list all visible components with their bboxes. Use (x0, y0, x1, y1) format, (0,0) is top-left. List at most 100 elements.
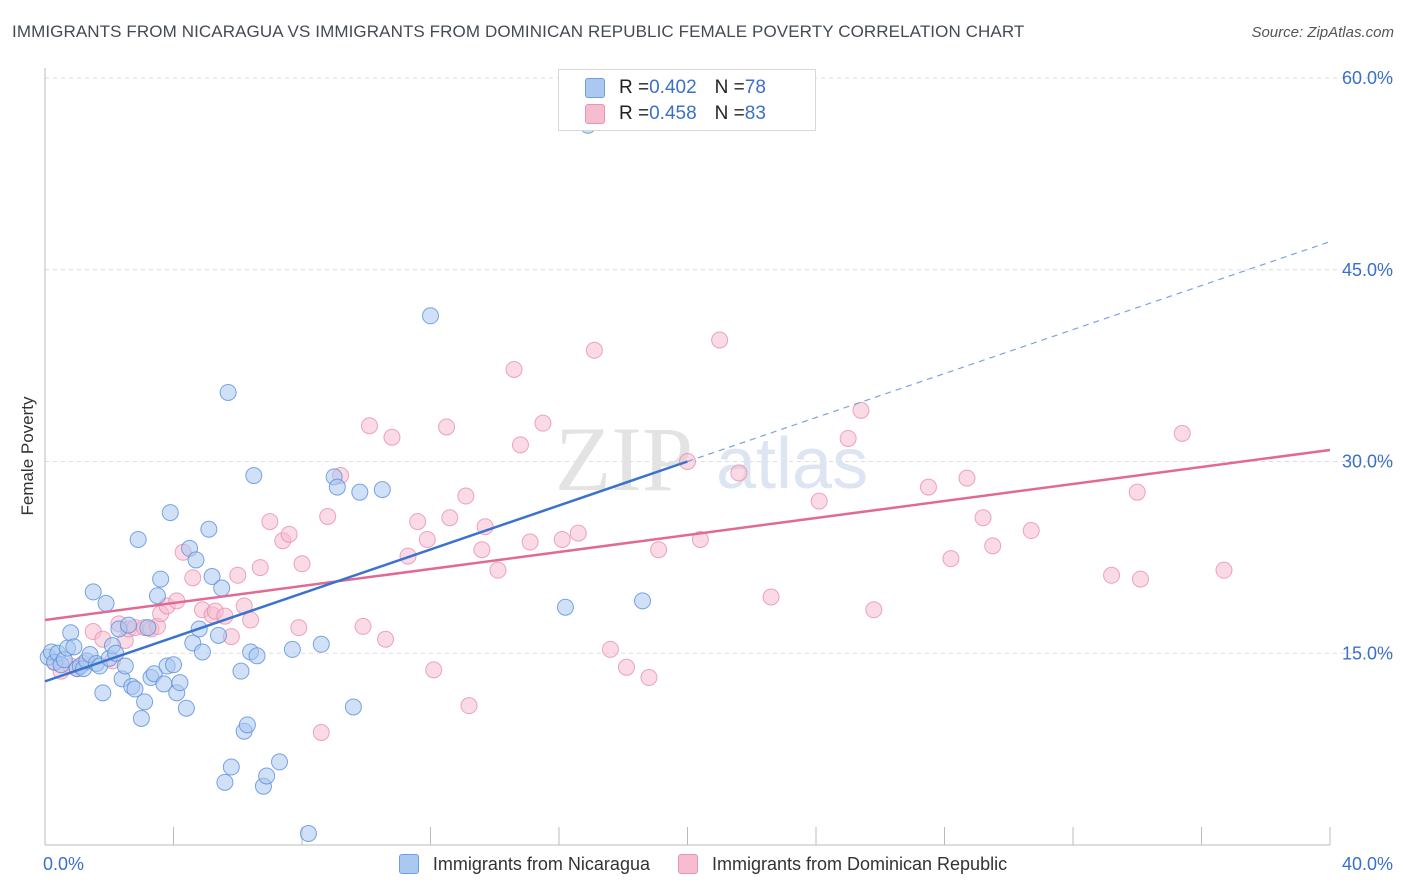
data-point (650, 541, 668, 559)
data-point (852, 401, 870, 419)
data-point (810, 492, 828, 510)
series-nicaragua-points (39, 116, 652, 842)
data-point (290, 619, 308, 637)
legend-swatch-pink (585, 104, 605, 124)
data-point (553, 530, 571, 548)
data-point (132, 709, 150, 727)
data-point (139, 619, 157, 637)
legend-item-nicaragua[interactable]: Immigrants from Nicaragua (398, 854, 650, 875)
trend-extension-nicaragua (687, 241, 1331, 463)
data-point (711, 331, 729, 349)
data-point (280, 525, 298, 543)
y-tick-label: 30.0% (1342, 452, 1393, 472)
data-point (213, 579, 231, 597)
y-tick-label: 15.0% (1342, 643, 1393, 663)
data-point (984, 537, 1002, 555)
series-legend: Immigrants from Nicaragua Immigrants fro… (0, 850, 1406, 878)
r-label: R = (619, 77, 650, 98)
trend-line-dominican (44, 448, 1331, 622)
data-point (457, 487, 475, 505)
trend-line-nicaragua (44, 460, 688, 683)
data-point (193, 643, 211, 661)
data-point (377, 630, 395, 648)
data-point (242, 611, 260, 629)
watermark-zip: ZIP (555, 408, 693, 510)
data-point (229, 566, 247, 584)
data-point (521, 533, 539, 551)
grid-lines (45, 77, 1395, 654)
data-point (184, 569, 202, 587)
data-point (409, 513, 427, 531)
data-point (261, 513, 279, 531)
data-point (245, 467, 263, 485)
data-point (94, 684, 112, 702)
n-value: 78 (744, 77, 766, 98)
data-point (1173, 424, 1191, 442)
stats-row-nicaragua: R = 0.402 N = 78 (585, 76, 766, 100)
legend-label: Immigrants from Dominican Republic (711, 853, 1008, 874)
y-tick-label: 45.0% (1342, 260, 1393, 280)
data-point (65, 638, 83, 656)
data-point (344, 698, 362, 716)
source-note: Source: ZipAtlas.com (1251, 24, 1394, 41)
data-point (691, 530, 709, 548)
data-point (601, 640, 619, 658)
data-point (974, 509, 992, 527)
data-point (489, 561, 507, 579)
data-point (730, 464, 748, 482)
data-point (617, 658, 635, 676)
data-point (248, 647, 266, 665)
data-point (505, 360, 523, 378)
data-point (919, 478, 937, 496)
data-point (251, 559, 269, 577)
data-point (293, 555, 311, 573)
data-point (865, 601, 883, 619)
data-point (232, 662, 250, 680)
data-point (1022, 522, 1040, 540)
y-tick-label: 60.0% (1342, 68, 1393, 88)
data-point (360, 417, 378, 435)
data-point (171, 674, 189, 692)
data-point (129, 530, 147, 548)
data-point (136, 693, 154, 711)
data-point (534, 414, 552, 432)
data-point (460, 697, 478, 715)
data-point (762, 588, 780, 606)
data-point (219, 383, 237, 401)
legend-swatch-blue (398, 854, 419, 874)
data-point (1215, 561, 1233, 579)
data-point (165, 656, 182, 674)
data-point (418, 530, 436, 548)
data-point (640, 669, 658, 687)
data-point (216, 773, 234, 791)
data-point (556, 598, 574, 616)
data-point (84, 583, 102, 601)
data-point (62, 624, 80, 642)
data-point (200, 520, 218, 538)
chart-title: IMMIGRANTS FROM NICARAGUA VS IMMIGRANTS … (12, 22, 1025, 41)
n-value: 83 (744, 103, 766, 124)
tick-labels: 15.0% 30.0% 45.0% 60.0% 0.0% 40.0% (43, 68, 1393, 874)
data-point (126, 680, 144, 698)
data-point (354, 617, 372, 635)
data-point (222, 758, 240, 776)
data-point (209, 626, 227, 644)
data-point (187, 551, 205, 569)
n-label: N = (714, 77, 745, 98)
data-point (438, 418, 456, 436)
data-point (383, 428, 401, 446)
data-point (585, 341, 603, 359)
data-point (441, 509, 459, 527)
data-point (351, 483, 369, 501)
legend-item-dominican[interactable]: Immigrants from Dominican Republic (677, 853, 1008, 875)
r-label: R = (619, 103, 650, 124)
x-tick-label: 40.0% (1342, 854, 1393, 874)
data-point (312, 724, 330, 742)
data-point (116, 657, 134, 675)
legend-swatch-pink (677, 854, 698, 874)
data-point (422, 307, 439, 325)
data-point (328, 478, 346, 496)
stats-row-dominican: R = 0.458 N = 83 (585, 102, 766, 126)
data-point (271, 753, 289, 771)
